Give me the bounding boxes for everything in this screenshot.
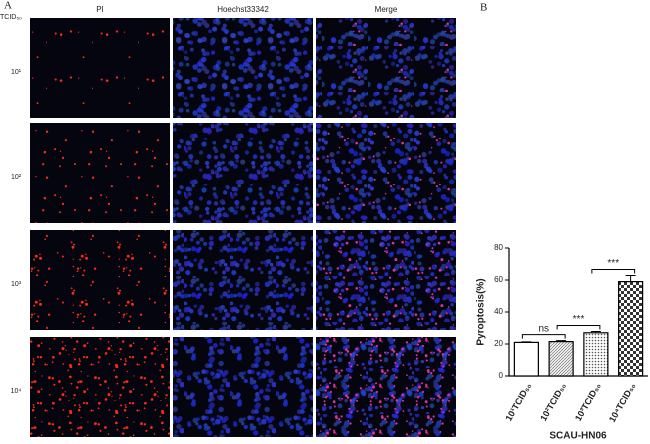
- y-axis-label: Pyroptosis(%): [476, 278, 487, 345]
- micrograph: [30, 123, 170, 223]
- sig-label: ns: [538, 323, 549, 334]
- sig-bracket: [521, 334, 566, 339]
- row-label: 10²: [11, 174, 22, 181]
- sig-bracket: [591, 269, 636, 274]
- micrograph: [173, 230, 313, 330]
- micrograph: [316, 337, 456, 437]
- sig-bracket: [556, 325, 601, 330]
- micrograph: [316, 123, 456, 223]
- row-header: TCID₅₀: [0, 14, 22, 21]
- row-label: 10³: [11, 281, 22, 288]
- bar: [513, 341, 539, 377]
- micrograph: [316, 18, 456, 118]
- column-header: Merge: [375, 5, 398, 14]
- panel-label: A: [4, 0, 12, 12]
- error-bar: [556, 340, 567, 342]
- y-tick-label: 80: [494, 243, 503, 252]
- row-label: 10⁴: [11, 388, 22, 395]
- bar: [583, 332, 609, 377]
- y-tick-label: 60: [494, 275, 503, 284]
- micrograph: [316, 230, 456, 330]
- micrograph: [30, 18, 170, 118]
- error-bar: [625, 275, 636, 282]
- y-tick-label: 40: [494, 307, 503, 316]
- micrograph: [30, 230, 170, 330]
- row-label: 10¹: [11, 69, 22, 76]
- column-header: PI: [96, 5, 104, 14]
- sig-label: ***: [573, 314, 585, 325]
- error-bar: [590, 331, 601, 333]
- micrograph: [30, 337, 170, 437]
- x-tick-label: 10¹TCID₅₀: [503, 381, 533, 423]
- x-tick-label: 10³TCID₅₀: [573, 381, 603, 423]
- x-tick-label: 10²TCID₅₀: [538, 381, 568, 423]
- bar: [618, 281, 644, 377]
- micrograph: [173, 18, 313, 118]
- y-tick-label: 0: [499, 371, 504, 380]
- y-tick-label: 20: [494, 339, 503, 348]
- column-header: Hoechst33342: [217, 5, 269, 14]
- x-axis-label: SCAU-HN06: [549, 431, 607, 442]
- micrograph: [173, 337, 313, 437]
- x-tick-label: 10⁴TCID₅₀: [607, 381, 637, 424]
- panel-label: B: [480, 2, 487, 14]
- micrograph: [173, 123, 313, 223]
- bar: [548, 341, 574, 377]
- sig-label: ***: [607, 258, 619, 269]
